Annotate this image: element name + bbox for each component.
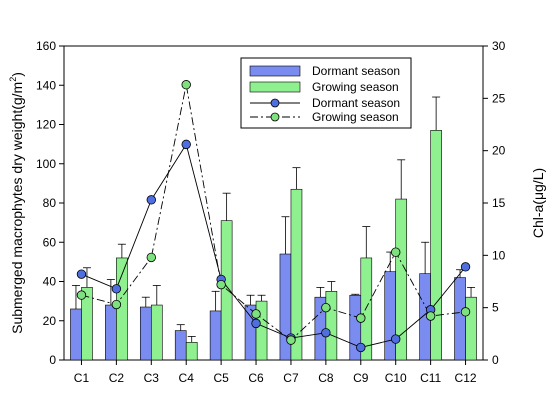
y-axis-title-superscript: 2: [8, 77, 18, 82]
point-growing-C12: [460, 307, 471, 317]
point-dormant-C8: [321, 328, 331, 338]
y-tick-label-100: 100: [36, 157, 56, 171]
point-dormant-C10: [391, 334, 401, 344]
point-growing-C8: [321, 302, 331, 313]
y2-tick-label-30: 30: [492, 39, 506, 53]
x-tick-label-C2: C2: [109, 371, 125, 385]
line-growing: [81, 84, 466, 341]
x-tick-label-C5: C5: [213, 371, 229, 385]
y2-tick-label-10: 10: [492, 248, 506, 262]
x-tick-label-C11: C11: [420, 371, 441, 385]
point-growing-C6: [251, 309, 261, 319]
bar-dormant-C1: [70, 308, 82, 361]
bar-growing-C2: [116, 257, 128, 361]
bar-dormant-C5: [209, 310, 222, 361]
y-tick-label-120: 120: [36, 118, 56, 132]
x-tick-label-C1: C1: [74, 371, 90, 385]
bar-dormant-C10: [384, 271, 397, 361]
y-tick-label-60: 60: [43, 235, 57, 249]
y-axis-title-close: ): [9, 72, 25, 77]
y-tick-label-40: 40: [43, 275, 57, 289]
legend-swatch-bar-growing: [249, 81, 301, 93]
point-growing-C11: [425, 311, 436, 321]
x-tick-label-C9: C9: [353, 371, 369, 385]
line-dormant: [81, 143, 466, 348]
bar-growing-C4: [185, 342, 198, 361]
bar-growing-C3: [150, 304, 163, 361]
y-axis-title: Submerged macrophytes dry weight(g/m2): [8, 72, 25, 334]
x-tick-label-C4: C4: [179, 371, 195, 385]
bar-growing-C5: [220, 220, 233, 361]
legend-label-bar-dormant: Dormant season: [312, 64, 400, 78]
legend-marker-line-growing: [270, 112, 280, 122]
legend-label-line-dormant: Dormant season: [312, 96, 400, 110]
bar-growing-C12: [465, 296, 477, 361]
x-tick-label-C8: C8: [318, 371, 334, 385]
point-dormant-C4: [181, 139, 191, 150]
y2-tick-label-25: 25: [492, 91, 506, 105]
point-growing-C9: [356, 313, 366, 323]
lines-layer: [76, 80, 471, 353]
y-tick-label-160: 160: [36, 39, 56, 53]
bar-dormant-C12: [454, 277, 466, 361]
y-tick-label-0: 0: [49, 353, 56, 367]
bar-growing-C8: [325, 291, 338, 361]
y2-tick-label-15: 15: [492, 196, 506, 210]
legend-swatch-bar-dormant: [249, 65, 301, 77]
point-dormant-C6: [251, 318, 261, 329]
legend-marker-line-dormant: [270, 98, 280, 108]
x-tick-label-C3: C3: [144, 371, 160, 385]
point-growing-C10: [391, 247, 401, 257]
y-axis-title-main: Submerged macrophytes dry weight(g/m: [9, 82, 25, 334]
y2-axis-title: Chl-a(μg/L): [530, 168, 546, 238]
y2-tick-label-0: 0: [492, 353, 499, 367]
bar-dormant-C3: [139, 306, 152, 361]
legend: Dormant season Growing season Dormant se…: [240, 57, 412, 129]
bar-dormant-C2: [105, 304, 117, 361]
x-tick-label-C7: C7: [283, 371, 299, 385]
point-dormant-C12: [460, 262, 471, 272]
point-growing-C4: [181, 80, 191, 90]
point-growing-C3: [146, 252, 156, 263]
y-tick-label-140: 140: [36, 78, 56, 92]
point-growing-C2: [111, 299, 122, 310]
bar-growing-C11: [430, 130, 442, 361]
x-tick-label-C6: C6: [248, 371, 264, 385]
point-dormant-C2: [111, 284, 122, 294]
bar-dormant-C4: [174, 330, 187, 361]
x-tick-label-C12: C12: [455, 371, 477, 385]
y-tick-label-20: 20: [43, 314, 57, 328]
y-tick-label-80: 80: [43, 196, 57, 210]
legend-label-line-growing: Growing season: [312, 110, 399, 124]
y2-tick-label-5: 5: [492, 301, 499, 315]
point-growing-C1: [76, 290, 87, 300]
point-growing-C7: [286, 335, 296, 345]
point-dormant-C9: [356, 342, 366, 353]
bars-layer: [70, 96, 477, 361]
point-growing-C5: [216, 279, 226, 290]
legend-label-bar-growing: Growing season: [312, 80, 399, 94]
point-dormant-C1: [76, 269, 87, 279]
y2-tick-label-20: 20: [492, 144, 506, 158]
x-tick-label-C10: C10: [385, 371, 407, 385]
point-dormant-C3: [146, 195, 156, 205]
axes-layer: 0 20 40 60 80 100 120 140 160 0 5 10 15 20 25 30 C1 C2 C3 C…: [36, 39, 506, 385]
